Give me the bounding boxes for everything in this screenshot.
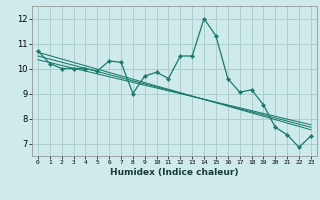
X-axis label: Humidex (Indice chaleur): Humidex (Indice chaleur) <box>110 168 239 177</box>
